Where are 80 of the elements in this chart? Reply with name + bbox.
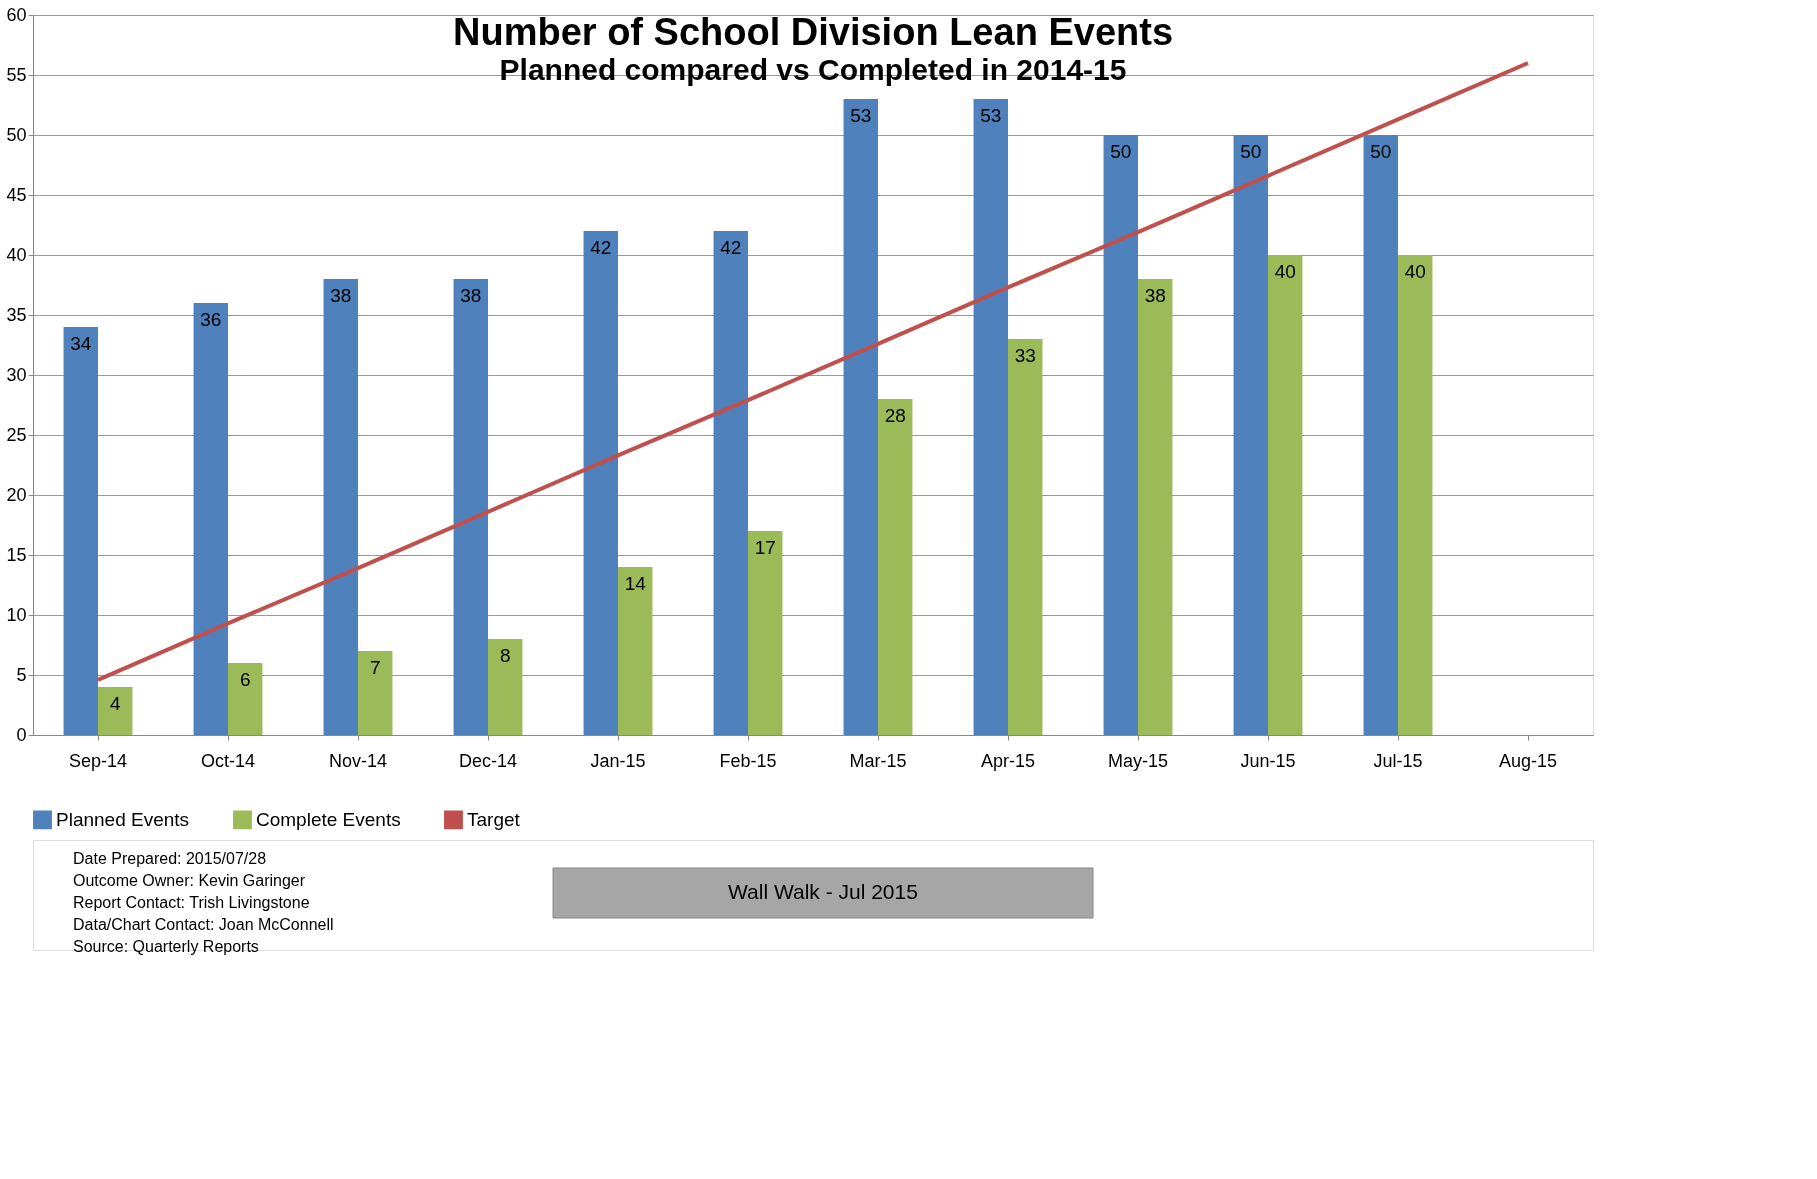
x-tick-label: Jan-15 [590,750,646,771]
data-label: 50 [1370,141,1392,162]
x-tick-label: Jun-15 [1240,750,1296,771]
y-tick-label: 60 [6,4,27,25]
data-label: 38 [1144,285,1166,306]
bar [488,639,523,735]
data-label: 7 [369,657,381,678]
text: Outcome Owner: Kevin Garinger [73,872,306,889]
data-label: 38 [330,285,352,306]
bar [713,231,748,735]
bar [1103,135,1138,735]
bar [193,303,228,735]
y-tick-label: 40 [6,244,27,265]
x-tick-label: Sep-14 [68,750,128,771]
data-label: 40 [1404,261,1426,282]
x-tick-label: Feb-15 [719,750,777,771]
bar [748,531,783,735]
y-tick-label: 20 [6,484,27,505]
text: Planned compared vs Completed in 2014-15 [499,53,1127,86]
source-note: Source: Quarterly Reports [73,938,259,955]
y-tick-label: 5 [16,664,27,685]
data-label: 6 [239,669,251,690]
data-label: 33 [1014,345,1036,366]
y-tick-label: 50 [6,124,27,145]
data-label: 34 [70,333,92,354]
x-tick-label: Apr-15 [980,750,1036,771]
text: Date Prepared: 2015/07/28 [73,850,267,867]
text: Data/Chart Contact: Joan McConnell [73,916,334,933]
bar [843,99,878,735]
y-tick-label: 15 [6,544,27,565]
data-label: 38 [460,285,482,306]
data-label: 50 [1110,141,1132,162]
bar [1268,255,1303,735]
x-tick-label: May-15 [1107,750,1169,771]
bar [583,231,618,735]
data-label: 50 [1240,141,1262,162]
bar [323,279,358,735]
data-label: 28 [884,405,906,426]
data-label: 40 [1274,261,1296,282]
y-tick-label: 10 [6,604,27,625]
x-tick-label: Oct-14 [200,750,256,771]
legend-label: Complete Events [256,808,401,830]
bar [878,399,913,735]
text: Wall Walk - Jul 2015 [728,880,918,903]
bar [1363,135,1398,735]
data-label: 14 [624,573,647,594]
chart-title: Number of School Division Lean Events [452,11,1174,53]
x-tick-label: Aug-15 [1498,750,1558,771]
y-tick-label: 35 [6,304,27,325]
data-label: 42 [720,237,742,258]
y-tick-label: 25 [6,424,27,445]
data-label: 17 [754,537,776,558]
bar [1008,339,1043,735]
data-label: 8 [499,645,511,666]
y-tick-label: 45 [6,184,27,205]
bar [1398,255,1433,735]
x-tick-label: Jul-15 [1373,750,1423,771]
text: Report Contact: Trish Livingstone [73,894,310,911]
bar [63,327,98,735]
data-label: 53 [980,105,1002,126]
bar [1233,135,1268,735]
bar [98,687,133,735]
data-label: 36 [200,309,222,330]
legend-label: Target [467,808,521,830]
data-label: 4 [109,693,121,714]
bar [228,663,263,735]
data-label: 53 [850,105,872,126]
x-tick-label: Dec-14 [458,750,518,771]
bar [618,567,653,735]
x-tick-label: Mar-15 [849,750,907,771]
bar [1138,279,1173,735]
y-tick-label: 0 [16,724,27,745]
legend-label: Planned Events [56,808,190,830]
bar [453,279,488,735]
bar [973,99,1008,735]
x-tick-label: Nov-14 [328,750,388,771]
y-tick-label: 30 [6,364,27,385]
y-tick-label: 55 [6,64,27,85]
bar [358,651,393,735]
data-label: 42 [590,237,612,258]
